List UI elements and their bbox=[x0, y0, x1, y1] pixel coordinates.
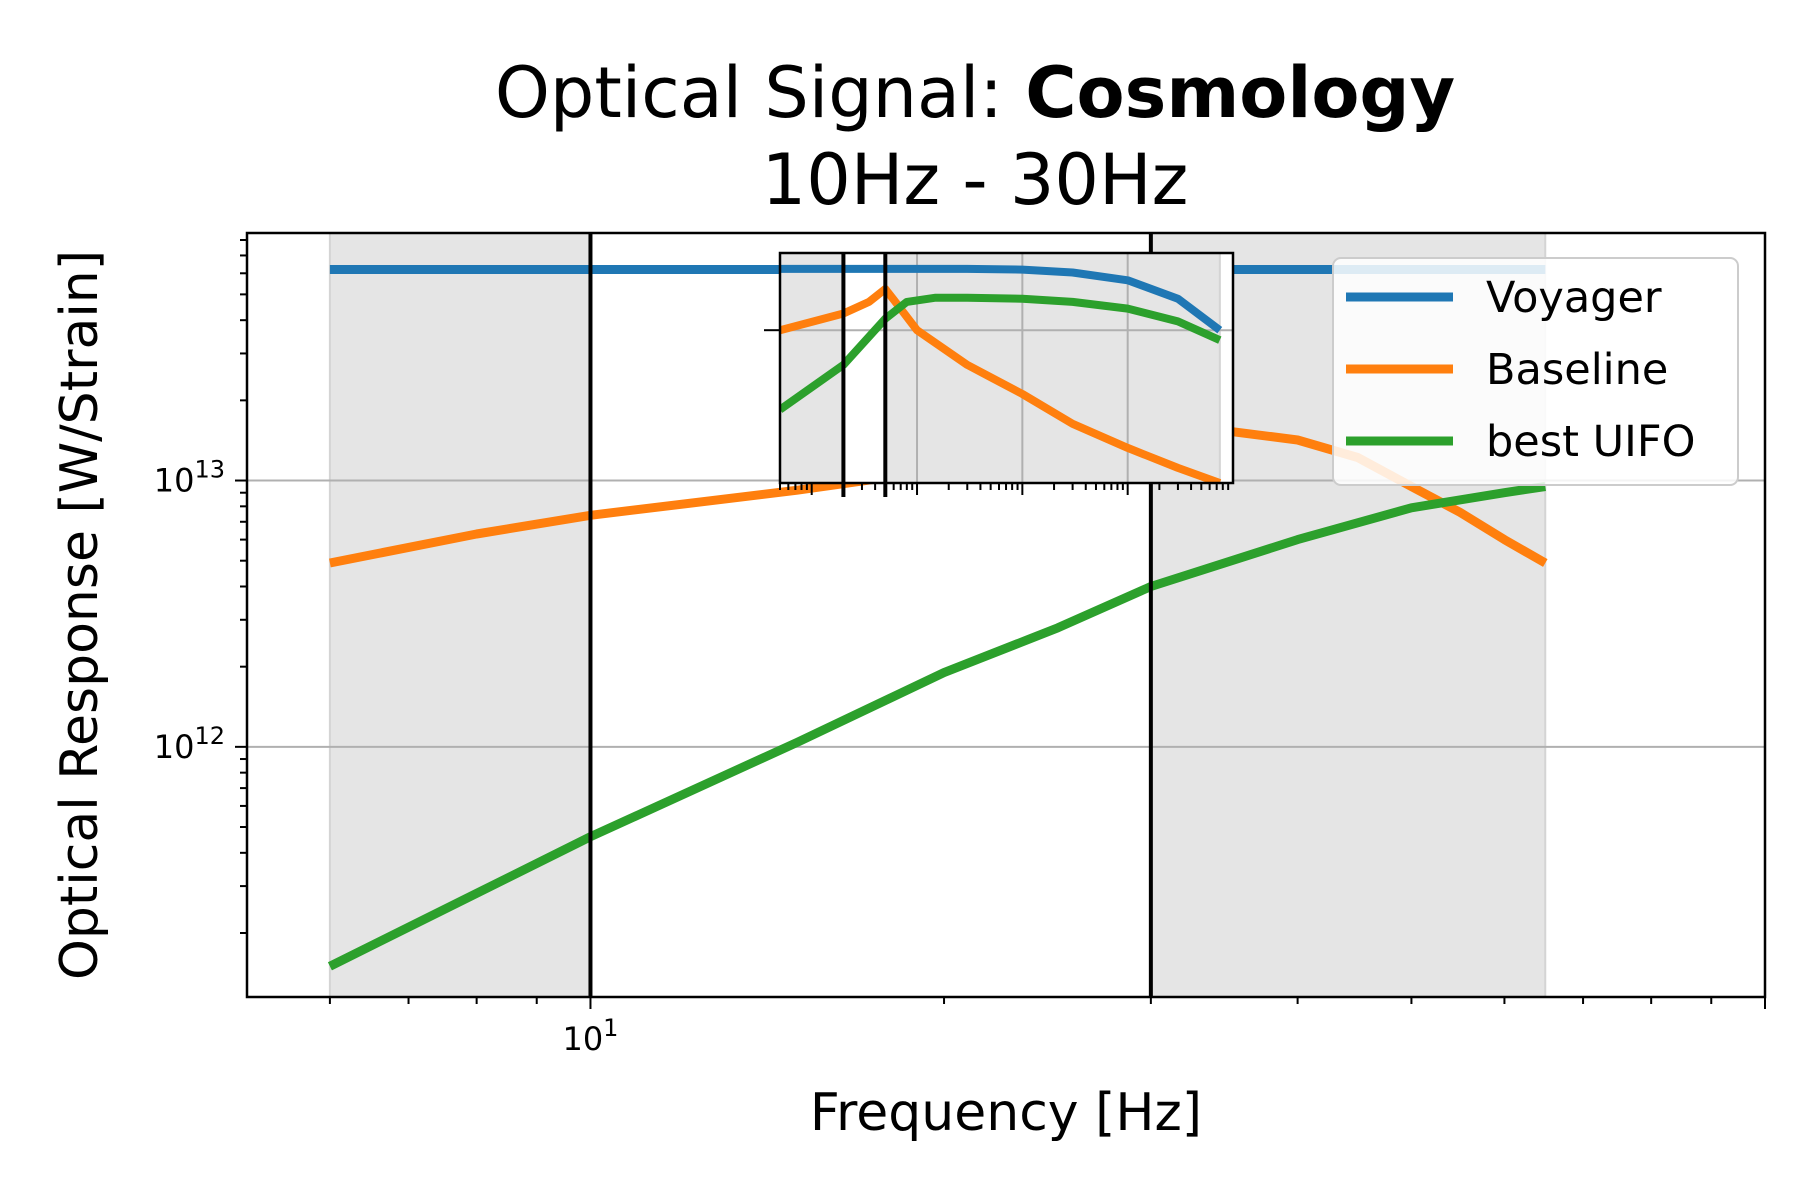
y-axis-label: Optical Response [W/Strain] bbox=[50, 250, 110, 980]
legend-box bbox=[1332, 257, 1739, 486]
y-tick-label: 1013 bbox=[154, 456, 225, 500]
x-axis-label: Frequency [Hz] bbox=[810, 1083, 1202, 1143]
x-tick-label: 101 bbox=[562, 1014, 618, 1058]
shaded-band bbox=[328, 233, 592, 997]
inset-series-line-voyager bbox=[780, 264, 1223, 334]
legend: Voyager Baseline best UIFO bbox=[1332, 257, 1739, 486]
svg-text:Optical Signal: Cosmology: Optical Signal: Cosmology bbox=[495, 52, 1455, 134]
title-bold: Cosmology bbox=[1025, 52, 1455, 134]
legend-label: best UIFO bbox=[1486, 417, 1695, 467]
inset-series-line-baseline bbox=[780, 285, 1222, 483]
inset-series-line-best-uifo bbox=[780, 293, 1222, 413]
plot-frame bbox=[245, 231, 1767, 999]
inset-shaded-band bbox=[884, 253, 1221, 483]
legend-label: Voyager bbox=[1486, 273, 1662, 323]
series-line-best-uifo bbox=[327, 482, 1546, 971]
inset-plot bbox=[764, 251, 1235, 497]
chart-subtitle: 10Hz - 30Hz bbox=[762, 139, 1189, 221]
legend-label: Baseline bbox=[1486, 345, 1668, 395]
title-regular: Optical Signal: bbox=[495, 52, 1025, 134]
y-tick-label: 1012 bbox=[154, 722, 225, 766]
chart-title: Optical Signal: Cosmology 10Hz - 30Hz bbox=[495, 52, 1455, 221]
